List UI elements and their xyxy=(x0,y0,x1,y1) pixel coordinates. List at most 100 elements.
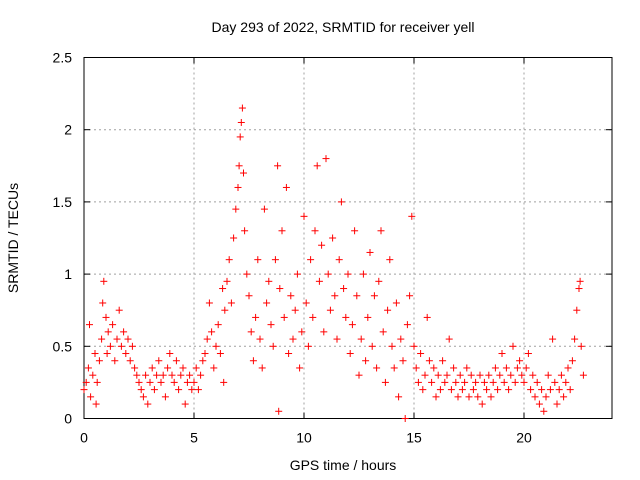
data-point xyxy=(373,364,381,372)
data-point xyxy=(520,378,528,386)
data-point xyxy=(172,357,180,365)
x-tick-label: 5 xyxy=(190,430,198,446)
data-point xyxy=(183,378,191,386)
data-point xyxy=(401,415,409,422)
data-point xyxy=(87,393,95,401)
data-point xyxy=(235,162,243,170)
data-point xyxy=(133,371,141,379)
data-point xyxy=(362,357,370,365)
data-point xyxy=(135,378,143,386)
data-point xyxy=(392,299,400,307)
data-point xyxy=(491,364,499,372)
data-point xyxy=(84,364,92,372)
data-point xyxy=(472,378,480,386)
data-point xyxy=(562,378,570,386)
data-point xyxy=(99,299,107,307)
data-point xyxy=(278,227,286,235)
y-tick-label: 2.5 xyxy=(53,50,73,66)
data-point xyxy=(348,321,356,329)
data-point xyxy=(544,371,552,379)
data-point xyxy=(469,386,477,394)
data-point xyxy=(445,335,453,343)
data-point xyxy=(502,364,510,372)
data-point xyxy=(443,371,451,379)
data-point xyxy=(461,378,469,386)
data-point xyxy=(157,378,165,386)
data-point xyxy=(300,212,308,220)
data-point xyxy=(452,378,460,386)
data-point xyxy=(181,400,189,408)
data-point xyxy=(379,328,387,336)
data-point xyxy=(258,364,266,372)
data-point xyxy=(498,350,506,358)
data-point xyxy=(208,328,216,336)
data-point xyxy=(494,386,502,394)
data-point xyxy=(247,328,255,336)
data-point xyxy=(447,386,455,394)
data-point xyxy=(542,393,550,401)
data-point xyxy=(399,357,407,365)
data-point xyxy=(359,270,367,278)
data-point xyxy=(329,234,337,242)
data-point xyxy=(315,277,323,285)
data-point xyxy=(92,400,100,408)
data-point xyxy=(535,400,543,408)
data-point xyxy=(571,335,579,343)
data-point xyxy=(148,364,156,372)
data-point xyxy=(509,342,517,350)
data-point xyxy=(342,313,350,321)
data-point xyxy=(227,299,235,307)
data-point xyxy=(456,371,464,379)
data-point xyxy=(265,277,273,285)
data-point xyxy=(203,335,211,343)
data-point xyxy=(159,371,167,379)
data-point xyxy=(335,256,343,264)
data-point xyxy=(531,393,539,401)
data-point xyxy=(190,378,198,386)
data-point xyxy=(381,378,389,386)
data-point xyxy=(280,313,288,321)
data-point xyxy=(164,364,172,372)
y-tick-label: 1 xyxy=(64,266,72,282)
y-tick-label: 2 xyxy=(64,122,72,138)
data-point xyxy=(441,378,449,386)
data-point xyxy=(104,328,112,336)
data-point xyxy=(436,386,444,394)
x-axis-label: GPS time / hours xyxy=(290,457,397,473)
data-point xyxy=(546,386,554,394)
data-point xyxy=(414,378,422,386)
data-point xyxy=(313,162,321,170)
data-point xyxy=(237,118,245,126)
data-point xyxy=(199,357,207,365)
data-point xyxy=(122,350,130,358)
data-point xyxy=(95,357,103,365)
data-point xyxy=(324,270,332,278)
data-point xyxy=(386,256,394,264)
data-point xyxy=(524,350,532,358)
data-point xyxy=(533,378,541,386)
data-point xyxy=(573,306,581,314)
axis-ticks: 0 5 10 15 20 0 0.5 1 1.5 2 2.5 xyxy=(53,50,612,446)
data-point xyxy=(192,364,200,372)
data-point xyxy=(555,386,563,394)
data-points xyxy=(80,104,587,422)
data-point xyxy=(496,371,504,379)
data-point xyxy=(98,335,106,343)
data-point xyxy=(293,270,301,278)
data-point xyxy=(102,313,110,321)
data-point xyxy=(285,350,293,358)
plot-frame xyxy=(83,57,613,419)
data-point xyxy=(221,306,229,314)
data-point xyxy=(155,357,163,365)
data-point xyxy=(201,350,209,358)
data-point xyxy=(219,285,227,293)
data-point xyxy=(214,321,222,329)
data-point xyxy=(388,342,396,350)
data-point xyxy=(421,371,429,379)
data-point xyxy=(210,364,218,372)
data-point xyxy=(412,364,420,372)
data-point xyxy=(551,378,559,386)
data-point xyxy=(326,306,334,314)
data-point xyxy=(194,386,202,394)
data-point xyxy=(507,371,515,379)
